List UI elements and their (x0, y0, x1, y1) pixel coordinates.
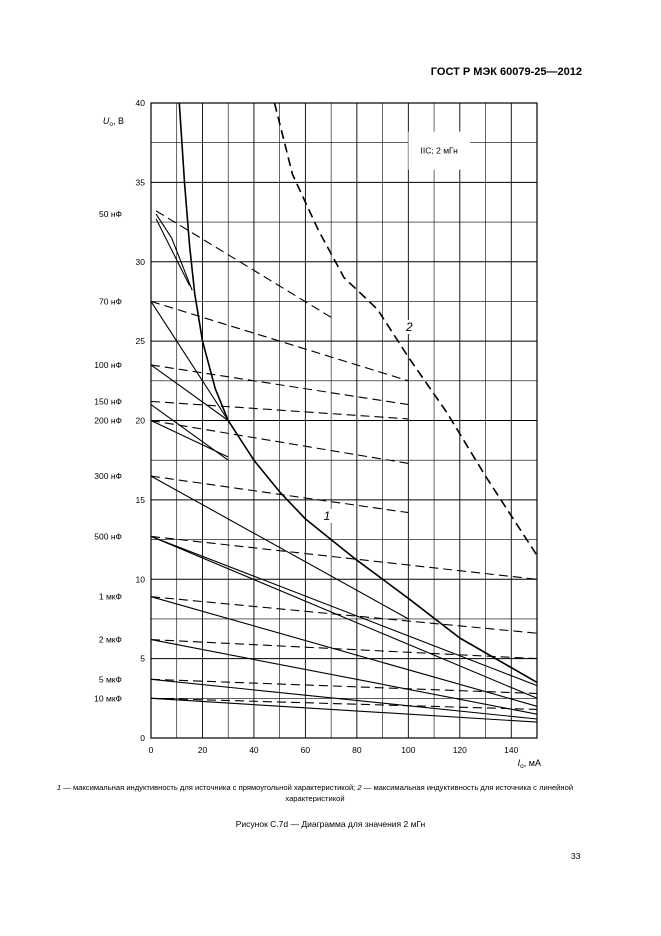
capacitance-label: 50 нФ (99, 209, 122, 219)
legend-text: IIC; 2 мГн (421, 146, 459, 156)
x-axis-title: Io, мА (518, 758, 541, 770)
capacitance-label: 150 нФ (94, 396, 122, 406)
x-tick-label: 40 (249, 745, 259, 755)
x-tick-label: 140 (504, 745, 518, 755)
series-c70-dashed (150, 300, 409, 382)
figure-note: 1 — максимальная индуктивность для источ… (48, 782, 582, 804)
note-text-2: — максимальная индуктивность для источни… (285, 783, 574, 803)
series-c10u-solid (150, 697, 538, 723)
series-c500-solid-b (150, 535, 538, 699)
legend-box (408, 131, 471, 170)
series-c200-dashed (150, 419, 409, 464)
chart-labels: IIC; 2 мГн 50 нФ 70 нФ 100 нФ 150 нФ 200 нФ 30… (94, 116, 541, 770)
document-header: ГОСТ Р МЭК 60079-25—2012 (430, 66, 582, 78)
series-c500-solid-a (150, 535, 538, 687)
series-c1u-dashed (150, 596, 538, 634)
series-c100-solid (150, 364, 229, 421)
figure-title: Рисунок С.7d — Диаграмма для значения 2 … (235, 819, 426, 829)
series-c10u-dashed (150, 697, 538, 710)
capacitance-label: 300 нФ (94, 471, 122, 481)
y-tick-label: 25 (136, 336, 146, 346)
page-number: 33 (571, 851, 581, 861)
series-c1u-solid (150, 596, 538, 707)
y-tick-label: 5 (140, 654, 145, 664)
series-c150-dashed (150, 400, 409, 420)
note-text-1: — максимальная индуктивность для источни… (61, 783, 358, 792)
curve-label: 2 (405, 320, 413, 334)
y-tick-label: 10 (136, 574, 146, 584)
series-c200-solid (150, 420, 229, 458)
series-c300-solid (150, 475, 409, 620)
curve-label: 1 (324, 509, 331, 523)
series-c5u-solid (150, 678, 538, 720)
x-tick-label: 20 (198, 745, 208, 755)
y-tick-label: 15 (136, 495, 146, 505)
y-tick-label: 35 (136, 177, 146, 187)
capacitance-label: 5 мкФ (99, 674, 122, 684)
series-c2u-solid (150, 639, 538, 715)
note-number-1: 1 (56, 783, 62, 792)
x-tick-label: 100 (401, 745, 415, 755)
y-tick-label: 20 (136, 416, 146, 426)
curve-label-bg (320, 508, 333, 523)
series-c300-dashed (150, 475, 409, 514)
capacitance-label: 500 нФ (94, 531, 122, 541)
capacitance-label: 100 нФ (94, 360, 122, 370)
y-tick-label: 30 (136, 257, 146, 267)
y-tick-label: 40 (136, 98, 146, 108)
series-c100-dashed (150, 364, 409, 406)
series-c5u-dashed (150, 678, 538, 695)
note-number-2: 2 (357, 783, 362, 792)
y-tick-label: 0 (140, 733, 145, 743)
chart-series (150, 102, 538, 723)
capacitance-label: 70 нФ (99, 296, 122, 306)
series-c500-dashed (150, 535, 538, 580)
capacitance-label: 2 мкФ (99, 635, 122, 645)
capacitance-label: 10 мкФ (94, 693, 122, 703)
chart: 0 20 40 60 80 100 120 140 0 5 10 15 20 25 30 35 40 IIC; … (94, 98, 541, 770)
y-axis-title: Uo, В (103, 116, 124, 128)
series-curve-2 (273, 102, 538, 556)
series-c50-dashed (155, 210, 332, 318)
series-c50-solid-b (155, 213, 193, 291)
series-c2u-dashed (150, 639, 538, 660)
series-curve-1 (178, 102, 538, 684)
series-c70-solid (150, 301, 229, 421)
capacitance-label: 1 мкФ (99, 592, 122, 602)
x-tick-label: 60 (301, 745, 311, 755)
capacitance-label: 200 нФ (94, 416, 122, 426)
series-c50-solid-a (155, 218, 191, 286)
x-tick-label: 80 (352, 745, 362, 755)
x-tick-label: 120 (453, 745, 467, 755)
curve-label-bg (403, 320, 416, 335)
x-tick-label: 0 (149, 745, 154, 755)
chart-ticks: 0 20 40 60 80 100 120 140 0 5 10 15 20 25 30 35 40 (136, 98, 519, 755)
